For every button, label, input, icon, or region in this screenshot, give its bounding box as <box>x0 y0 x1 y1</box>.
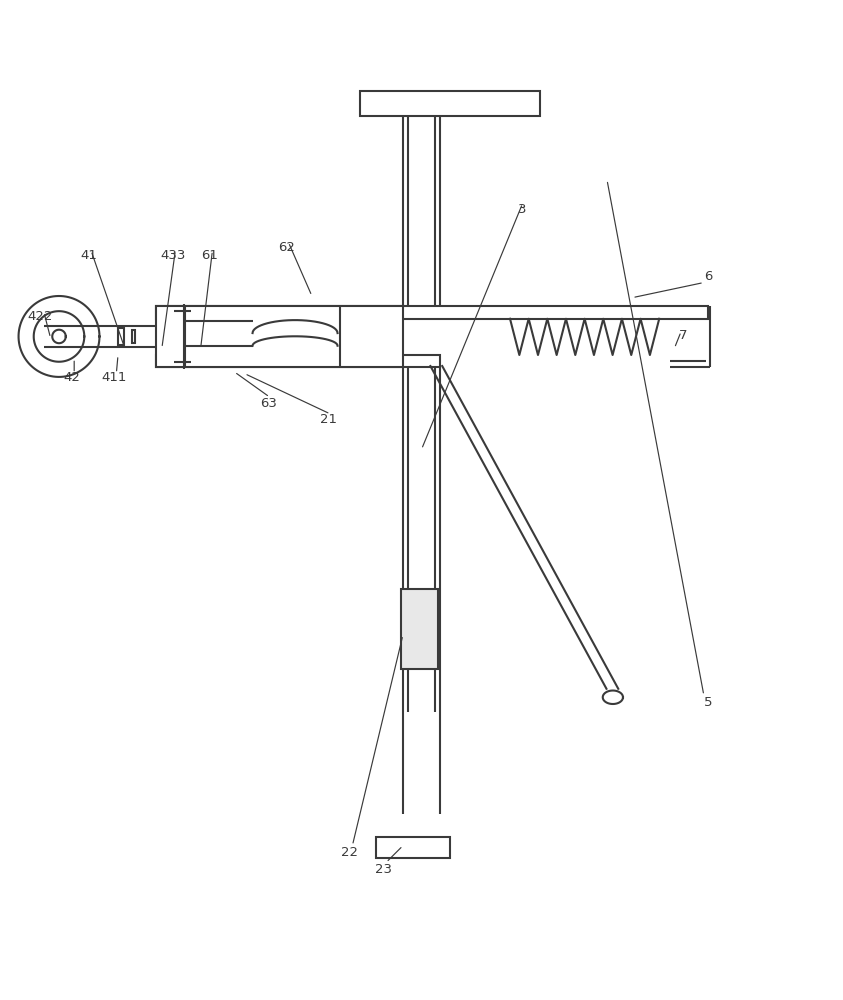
Text: 63: 63 <box>260 397 277 410</box>
Bar <box>360 91 540 116</box>
Text: 3: 3 <box>518 203 527 216</box>
Text: 5: 5 <box>704 696 712 709</box>
Bar <box>156 355 440 367</box>
Bar <box>376 837 450 858</box>
Text: 41: 41 <box>80 249 97 262</box>
Bar <box>156 306 708 319</box>
Text: 61: 61 <box>201 249 217 262</box>
Text: 23: 23 <box>375 863 392 876</box>
Text: 62: 62 <box>278 241 295 254</box>
Text: 21: 21 <box>320 413 337 426</box>
Bar <box>132 330 135 343</box>
Text: 22: 22 <box>341 846 358 859</box>
Bar <box>156 306 403 367</box>
Bar <box>401 589 438 669</box>
Text: 433: 433 <box>160 249 185 262</box>
Text: 6: 6 <box>704 270 712 283</box>
Text: 7: 7 <box>679 329 687 342</box>
Bar <box>118 328 125 345</box>
Text: 422: 422 <box>28 310 53 323</box>
Text: 42: 42 <box>63 371 80 384</box>
Text: 411: 411 <box>101 371 126 384</box>
